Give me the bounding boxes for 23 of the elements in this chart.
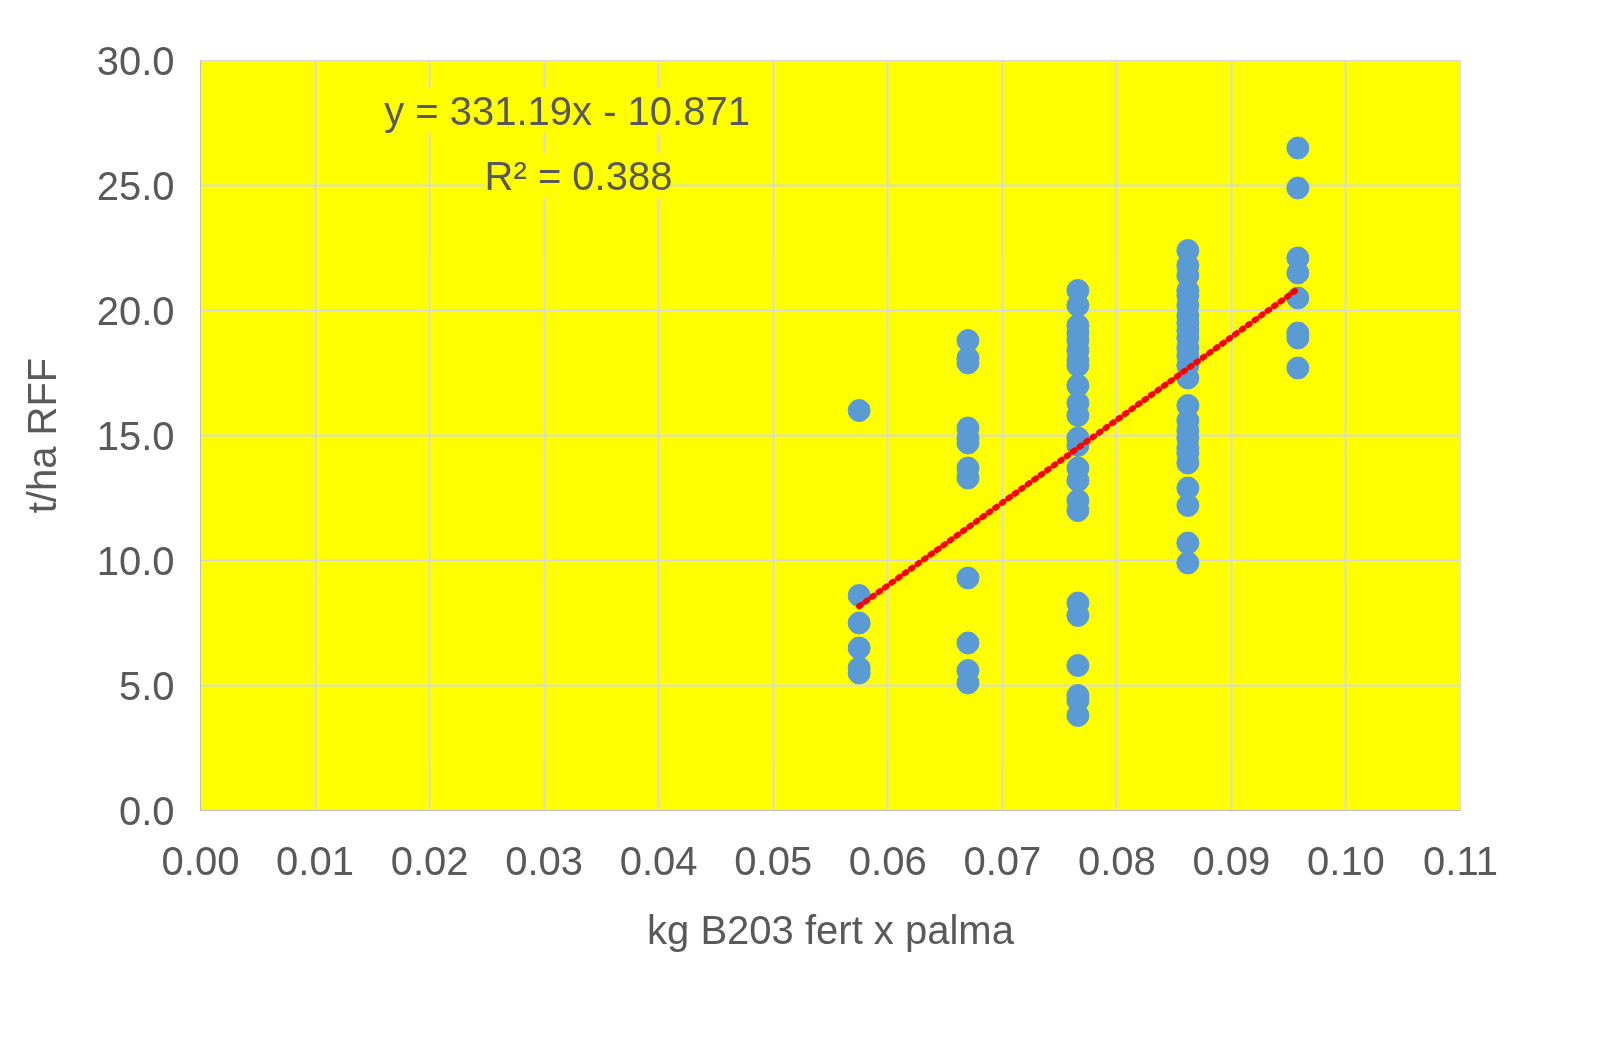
x-tick-label: 0.02: [390, 838, 469, 883]
y-tick-label: 30.0: [96, 38, 175, 83]
x-tick-label: 0.09: [1192, 838, 1271, 883]
x-tick-label: 0.05: [734, 838, 813, 883]
x-tick-label: 0.00: [161, 838, 240, 883]
y-tick-label: 5.0: [118, 663, 175, 708]
y-axis-title: t/ha RFF: [19, 357, 64, 514]
x-tick-label: 0.03: [505, 838, 584, 883]
x-tick-label: 0.11: [1423, 838, 1498, 883]
x-tick-label: 0.01: [276, 838, 354, 883]
x-tick-label: 0.10: [1307, 838, 1385, 883]
x-axis-title: kg B203 fert x palma: [647, 907, 1015, 952]
x-tick-label: 0.07: [963, 838, 1042, 883]
y-tick-label: 20.0: [96, 288, 175, 333]
y-tick-label: 15.0: [96, 413, 175, 458]
x-tick-label: 0.08: [1077, 838, 1156, 883]
x-tick-label: 0.04: [619, 838, 698, 883]
annotation: R² = 0.388: [484, 153, 673, 198]
y-tick-label: 0.0: [118, 788, 175, 833]
annotation: y = 331.19x - 10.871: [384, 88, 750, 133]
y-tick-label: 25.0: [96, 163, 175, 208]
x-tick-label: 0.06: [848, 838, 927, 883]
y-tick-label: 10.0: [96, 538, 175, 583]
